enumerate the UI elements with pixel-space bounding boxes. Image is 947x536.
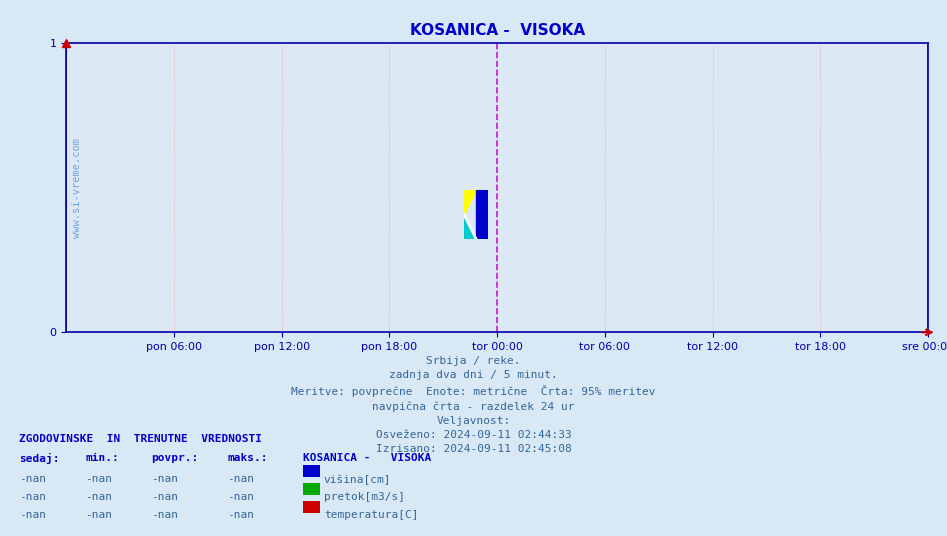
Text: maks.:: maks.:	[227, 453, 268, 463]
Text: -nan: -nan	[227, 474, 255, 485]
Text: -nan: -nan	[85, 510, 113, 520]
Text: www.si-vreme.com: www.si-vreme.com	[72, 138, 81, 237]
Text: -nan: -nan	[227, 510, 255, 520]
Polygon shape	[464, 214, 476, 239]
Text: ZGODOVINSKE  IN  TRENUTNE  VREDNOSTI: ZGODOVINSKE IN TRENUTNE VREDNOSTI	[19, 434, 262, 444]
Text: višina[cm]: višina[cm]	[324, 474, 391, 485]
Text: Srbija / reke.
zadnja dva dni / 5 minut.
Meritve: povprečne  Enote: metrične  Čr: Srbija / reke. zadnja dva dni / 5 minut.…	[292, 356, 655, 454]
Text: -nan: -nan	[227, 492, 255, 502]
Text: -nan: -nan	[152, 474, 179, 485]
Bar	[476, 190, 488, 239]
Polygon shape	[464, 190, 476, 214]
Text: -nan: -nan	[152, 510, 179, 520]
Text: povpr.:: povpr.:	[152, 453, 199, 463]
Text: -nan: -nan	[152, 492, 179, 502]
Text: -nan: -nan	[19, 510, 46, 520]
Text: -nan: -nan	[85, 474, 113, 485]
Title: KOSANICA -  VISOKA: KOSANICA - VISOKA	[410, 23, 584, 38]
Text: -nan: -nan	[19, 474, 46, 485]
Text: sedaj:: sedaj:	[19, 453, 60, 464]
Text: KOSANICA -   VISOKA: KOSANICA - VISOKA	[303, 453, 431, 463]
Text: min.:: min.:	[85, 453, 119, 463]
Text: -nan: -nan	[85, 492, 113, 502]
Text: pretok[m3/s]: pretok[m3/s]	[324, 492, 405, 502]
Text: -nan: -nan	[19, 492, 46, 502]
Text: temperatura[C]: temperatura[C]	[324, 510, 419, 520]
